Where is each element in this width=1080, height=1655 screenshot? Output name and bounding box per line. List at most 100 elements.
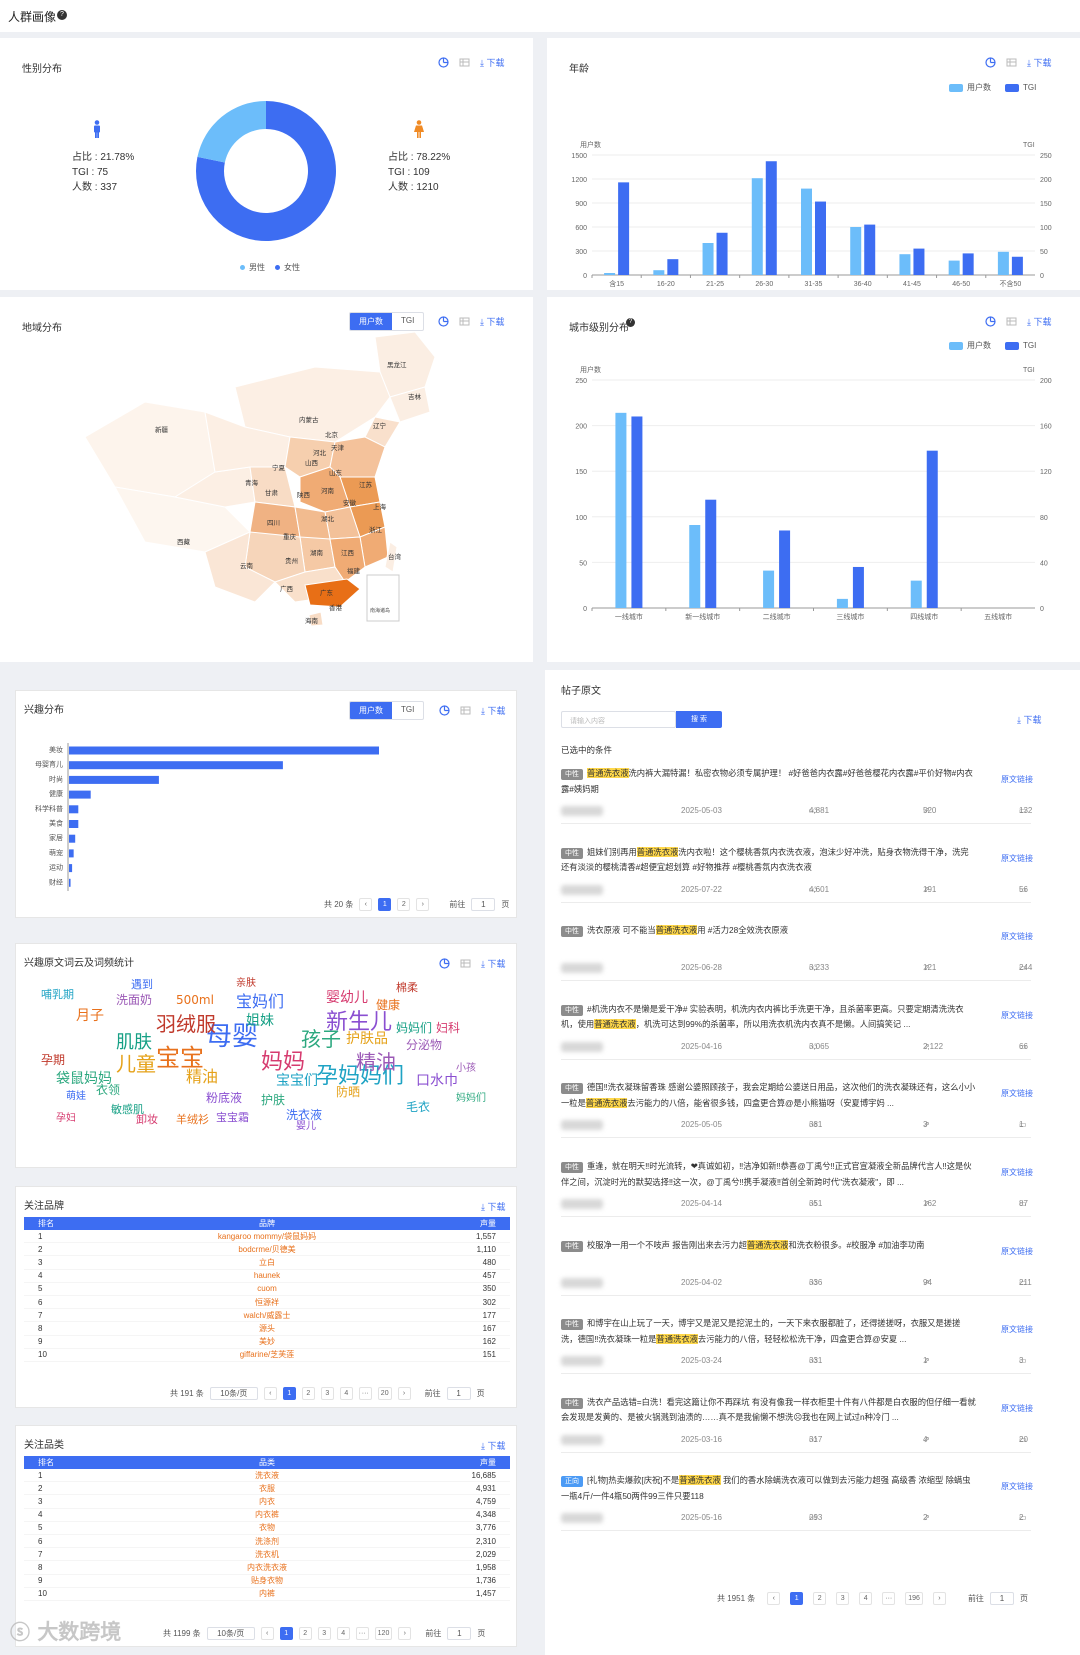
name-cell[interactable]: 立白 (259, 1257, 275, 1267)
pie-chart-icon[interactable] (439, 958, 450, 969)
interest-bar[interactable] (69, 834, 76, 843)
page-1[interactable]: 1 (279, 1627, 293, 1640)
table-row[interactable]: 1 kangaroo mommy/袋鼠妈妈 1,557 (24, 1230, 510, 1244)
interest-bar[interactable] (69, 790, 91, 799)
table-icon[interactable] (459, 316, 470, 327)
interest-bar[interactable] (69, 805, 79, 814)
page-size-select[interactable]: 10条/页 (209, 1387, 258, 1400)
word-cloud-term[interactable]: 精油 (356, 1050, 396, 1074)
donut-slice-male[interactable] (197, 101, 266, 163)
name-cell[interactable]: 恒源祥 (255, 1297, 279, 1307)
word-cloud-term[interactable]: 衣领 (96, 1083, 121, 1097)
name-cell[interactable]: kangaroo mommy/袋鼠妈妈 (217, 1231, 317, 1241)
table-row[interactable]: 8 内衣洗衣液 1,958 (24, 1561, 510, 1575)
categories-download-button[interactable]: ⤓ 下载 (481, 1441, 506, 1451)
word-cloud-term[interactable]: 袋鼠妈妈 (56, 1071, 112, 1087)
bar-users[interactable] (763, 570, 775, 608)
name-cell[interactable]: 衣物 (259, 1523, 275, 1533)
bar-users[interactable] (850, 227, 862, 275)
interest-bar[interactable] (69, 864, 73, 873)
word-cloud-term[interactable]: 毛衣 (406, 1100, 431, 1114)
bar-users[interactable] (801, 188, 812, 275)
name-cell[interactable]: 衣服 (259, 1483, 275, 1493)
word-cloud-term[interactable]: 宝宝霜 (216, 1111, 249, 1124)
next-page-button[interactable]: › (398, 1627, 412, 1640)
table-icon[interactable] (1006, 57, 1017, 68)
page-last[interactable]: 20 (377, 1387, 392, 1400)
legend-tgi[interactable]: TGI (1005, 341, 1036, 350)
page-2[interactable]: 2 (397, 898, 411, 911)
name-cell[interactable]: 内裤 (259, 1589, 275, 1599)
word-cloud-term[interactable]: 防晒 (336, 1085, 361, 1099)
bar-tgi[interactable] (913, 248, 925, 275)
original-link[interactable]: 原文链接 (1001, 1010, 1033, 1020)
word-cloud-term[interactable]: 妈妈们 (456, 1093, 486, 1104)
page-3[interactable]: 3 (317, 1627, 331, 1640)
prev-page-button[interactable]: ‹ (260, 1627, 274, 1640)
word-cloud-term[interactable]: 月子 (76, 1008, 104, 1024)
name-cell[interactable]: giffarine/芝芙莲 (239, 1350, 295, 1360)
pie-chart-icon[interactable] (985, 57, 996, 68)
name-cell[interactable]: 洗衣机 (255, 1549, 279, 1559)
table-icon[interactable] (460, 705, 471, 716)
table-row[interactable]: 8 源头 167 (24, 1322, 510, 1336)
tab-users[interactable]: 用户数 (350, 702, 392, 719)
word-cloud-term[interactable]: 婴幼儿 (326, 990, 368, 1006)
bar-users[interactable] (899, 254, 911, 275)
interest-bar[interactable] (69, 878, 71, 887)
word-cloud-term[interactable]: 卸妆 (136, 1113, 158, 1126)
help-icon[interactable]: ? (57, 10, 67, 20)
brands-download-button[interactable]: ⤓ 下载 (481, 1202, 506, 1212)
pie-chart-icon[interactable] (438, 316, 449, 327)
prev-page-button[interactable]: ‹ (359, 898, 373, 911)
word-cloud-term[interactable]: 分泌物 (406, 1038, 443, 1052)
original-link[interactable]: 原文链接 (1001, 1246, 1033, 1256)
page-4[interactable]: 4 (339, 1387, 353, 1400)
word-cloud-term[interactable]: 宝宝 (156, 1044, 204, 1072)
bar-tgi[interactable] (716, 232, 728, 275)
page-ellipsis[interactable]: ··· (358, 1387, 372, 1400)
wordcloud-download-button[interactable]: ⤓ 下载 (481, 959, 506, 969)
bar-tgi[interactable] (864, 224, 876, 275)
legend-users[interactable]: 用户数 (949, 340, 991, 351)
table-row[interactable]: 5 cuom 350 (24, 1283, 510, 1296)
table-row[interactable]: 4 haunek 457 (24, 1270, 510, 1283)
word-cloud-term[interactable]: 妈妈 (261, 1050, 306, 1075)
bar-tgi[interactable] (815, 201, 826, 275)
page-last[interactable]: 196 (905, 1592, 923, 1605)
word-cloud-term[interactable]: 姐妹 (246, 1013, 274, 1029)
page-2[interactable]: 2 (813, 1592, 827, 1605)
page-ellipsis[interactable]: ··· (355, 1627, 369, 1640)
search-button[interactable]: 搜 索 (676, 711, 722, 728)
interest-bar[interactable] (69, 761, 283, 770)
word-cloud-term[interactable]: 妇科 (436, 1021, 461, 1035)
table-row[interactable]: 1 洗衣液 16,685 (24, 1469, 510, 1483)
posts-download-button[interactable]: ⤓ 下载 (1017, 715, 1042, 725)
table-row[interactable]: 6 洗涤剂 2,310 (24, 1535, 510, 1549)
page-1[interactable]: 1 (790, 1592, 804, 1605)
bar-users[interactable] (702, 243, 714, 275)
word-cloud-term[interactable]: 洗衣液 (286, 1108, 323, 1122)
name-cell[interactable]: 内衣洗衣液 (247, 1562, 287, 1572)
bar-tgi[interactable] (926, 450, 938, 608)
original-link[interactable]: 原文链接 (1001, 1482, 1033, 1492)
word-cloud-term[interactable]: 羊绒衫 (176, 1113, 209, 1126)
interest-bar[interactable] (69, 820, 79, 828)
word-cloud-term[interactable]: 婴儿 (296, 1121, 316, 1132)
name-cell[interactable]: 洗涤剂 (255, 1536, 279, 1546)
table-row[interactable]: 10 giffarine/芝芙莲 151 (24, 1349, 510, 1362)
page-2[interactable]: 2 (301, 1387, 315, 1400)
goto-page-input[interactable]: 1 (446, 1387, 471, 1400)
word-cloud-term[interactable]: 孕妇 (56, 1113, 76, 1124)
page-1[interactable]: 1 (378, 898, 392, 911)
bar-users[interactable] (689, 525, 701, 608)
bar-tgi[interactable] (667, 259, 679, 275)
gender-download-button[interactable]: ⤓ 下载 (480, 58, 505, 68)
search-input[interactable]: 请输入内容 (561, 711, 676, 728)
word-cloud-term[interactable]: 宝妈们 (236, 992, 285, 1011)
name-cell[interactable]: 洗衣液 (255, 1470, 279, 1480)
original-link[interactable]: 原文链接 (1001, 1325, 1033, 1335)
prev-page-button[interactable]: ‹ (767, 1592, 781, 1605)
region-download-button[interactable]: ⤓ 下载 (480, 317, 505, 327)
age-download-button[interactable]: ⤓ 下载 (1027, 58, 1052, 68)
